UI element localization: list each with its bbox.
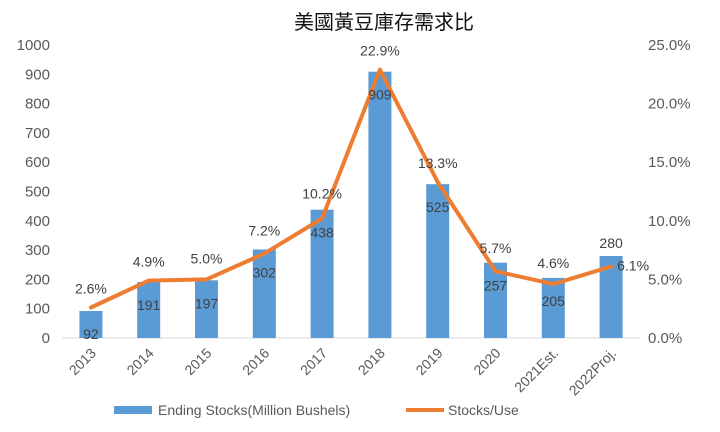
legend-label-bars: Ending Stocks(Million Bushels) xyxy=(158,402,350,418)
y-left-tick-label: 700 xyxy=(25,125,50,142)
line-data-label: 5.0% xyxy=(191,250,223,266)
x-tick-label: 2014 xyxy=(123,345,156,378)
bar-data-label: 302 xyxy=(253,265,277,281)
bar-labels: 92 191 197 302 438 909 525 257 205 280 xyxy=(83,87,623,342)
bar-data-label: 197 xyxy=(195,295,219,311)
stocks-use-line xyxy=(88,67,614,310)
bar xyxy=(252,249,276,338)
y-left-tick-label: 600 xyxy=(25,154,50,171)
bar xyxy=(310,209,334,338)
line-series xyxy=(88,67,614,310)
line-data-label: 10.2% xyxy=(302,186,342,202)
bar-series xyxy=(79,71,623,338)
x-axis: 2013 2014 2015 2016 2017 2018 2019 2020 2021Est.… xyxy=(66,345,620,399)
y-right-tick-label: 0.0% xyxy=(648,330,682,347)
bar-data-label: 525 xyxy=(426,199,450,215)
bar xyxy=(426,184,450,338)
bar-data-label: 909 xyxy=(368,87,392,103)
y-right-tick-label: 15.0% xyxy=(648,154,691,171)
line-data-label: 6.1% xyxy=(617,258,649,274)
legend-label-line: Stocks/Use xyxy=(448,402,519,418)
y-left-tick-label: 100 xyxy=(25,301,50,318)
bar-data-label: 280 xyxy=(599,235,623,251)
x-tick-label: 2016 xyxy=(239,345,272,378)
y-left-tick-label: 900 xyxy=(25,66,50,83)
y-right-tick-label: 20.0% xyxy=(648,96,691,113)
line-labels: 2.6% 4.9% 5.0% 7.2% 10.2% 22.9% 13.3% 5.7% 4.6% 6… xyxy=(75,43,649,297)
x-tick-label: 2018 xyxy=(355,345,388,378)
chart-title: 美國黃豆庫存需求比 xyxy=(294,10,474,34)
x-tick-label: 2021Est. xyxy=(511,345,561,395)
bar xyxy=(137,282,161,338)
x-tick-label: 2019 xyxy=(412,345,445,378)
bar xyxy=(195,280,218,338)
x-tick-label: 2015 xyxy=(181,345,214,378)
bar-data-label: 257 xyxy=(484,278,508,294)
y-left-tick-label: 0 xyxy=(42,330,50,347)
bar-data-label: 92 xyxy=(83,326,99,342)
x-tick-label: 2022Proj. xyxy=(566,345,620,399)
line-data-label: 22.9% xyxy=(360,43,400,59)
y-left-tick-label: 1000 xyxy=(17,37,50,54)
line-data-label: 2.6% xyxy=(75,281,107,297)
left-axis: 0 100 200 300 400 500 600 700 800 900 1000 xyxy=(17,37,50,347)
y-left-tick-label: 300 xyxy=(25,242,50,259)
bar xyxy=(79,311,103,338)
bar xyxy=(484,262,507,338)
legend-swatch-bars xyxy=(114,406,152,414)
bar xyxy=(599,256,623,338)
bar xyxy=(541,277,565,338)
line-data-label: 4.6% xyxy=(537,255,569,271)
bar xyxy=(368,71,392,338)
line-data-label: 5.7% xyxy=(480,240,512,256)
x-tick-label: 2017 xyxy=(297,345,330,378)
bar-data-label: 205 xyxy=(542,293,566,309)
y-left-tick-label: 500 xyxy=(25,184,50,201)
x-tick-label: 2020 xyxy=(470,345,503,378)
y-right-tick-label: 10.0% xyxy=(648,213,691,230)
line-data-label: 13.3% xyxy=(418,155,458,171)
y-right-tick-label: 25.0% xyxy=(648,37,691,54)
y-right-tick-label: 5.0% xyxy=(648,271,682,288)
y-left-tick-label: 200 xyxy=(25,271,50,288)
x-tick-label: 2013 xyxy=(66,345,99,378)
line-data-label: 4.9% xyxy=(133,254,165,270)
right-axis: 0.0% 5.0% 10.0% 15.0% 20.0% 25.0% xyxy=(648,37,691,347)
bar-data-label: 438 xyxy=(310,225,334,241)
line-data-label: 7.2% xyxy=(248,223,280,239)
legend: Ending Stocks(Million Bushels) Stocks/Us… xyxy=(114,402,519,418)
bar-data-label: 191 xyxy=(137,297,161,313)
y-left-tick-label: 800 xyxy=(25,96,50,113)
y-left-tick-label: 400 xyxy=(25,213,50,230)
